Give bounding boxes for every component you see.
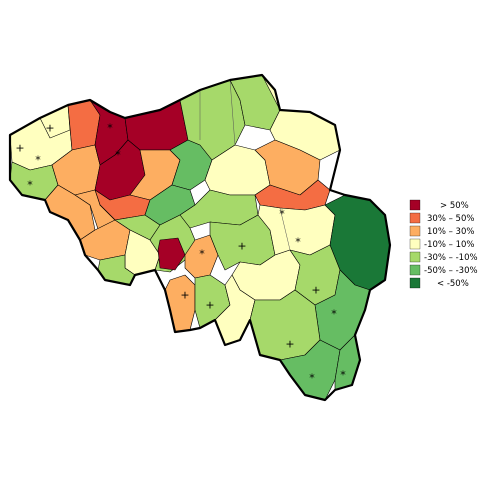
legend-label: 30% – 50% (427, 214, 474, 224)
marker-plus: + (285, 338, 294, 351)
country-border (8, 73, 392, 402)
legend-swatch (409, 277, 421, 289)
region-antwerp (124, 99, 189, 151)
legend-label: > 50% (440, 201, 469, 211)
legend-label: -50% – -30% (424, 266, 478, 276)
marker-star: * (279, 208, 285, 221)
legend: > 50% 30% – 50% 10% – 30% -10% – 10% -30… (409, 199, 478, 289)
marker-star: * (27, 179, 33, 192)
marker-star: * (107, 122, 113, 135)
legend-label: -10% – 10% (424, 240, 475, 250)
legend-swatch (409, 225, 421, 237)
marker-plus: + (311, 284, 320, 297)
marker-star: * (199, 248, 205, 261)
legend-swatch (409, 264, 421, 276)
legend-swatch (409, 212, 421, 224)
marker-star: * (309, 372, 315, 385)
marker-star: * (115, 149, 121, 162)
region-nivelles (179, 189, 259, 229)
legend-swatch (409, 199, 421, 211)
legend-label: < -50% (437, 279, 469, 289)
map-internal-lines (199, 79, 291, 251)
legend-label: -30% – -10% (424, 253, 478, 263)
marker-star: * (295, 236, 301, 249)
map-regions (9, 74, 391, 401)
region-charleroi (184, 234, 219, 279)
marker-plus: + (15, 142, 24, 155)
marker-star: * (35, 154, 41, 167)
marker-star: * (340, 369, 346, 382)
marker-plus: + (237, 240, 246, 253)
legend-swatch (409, 238, 421, 250)
legend-swatch (409, 251, 421, 263)
significance-markers: + + * * * * * + + + * * + * + * * (15, 122, 346, 385)
marker-plus: + (45, 122, 54, 135)
region-mons (157, 237, 186, 271)
marker-plus: + (180, 289, 189, 302)
marker-plus: + (205, 299, 214, 312)
legend-label: 10% – 30% (427, 227, 474, 237)
marker-star: * (331, 308, 337, 321)
